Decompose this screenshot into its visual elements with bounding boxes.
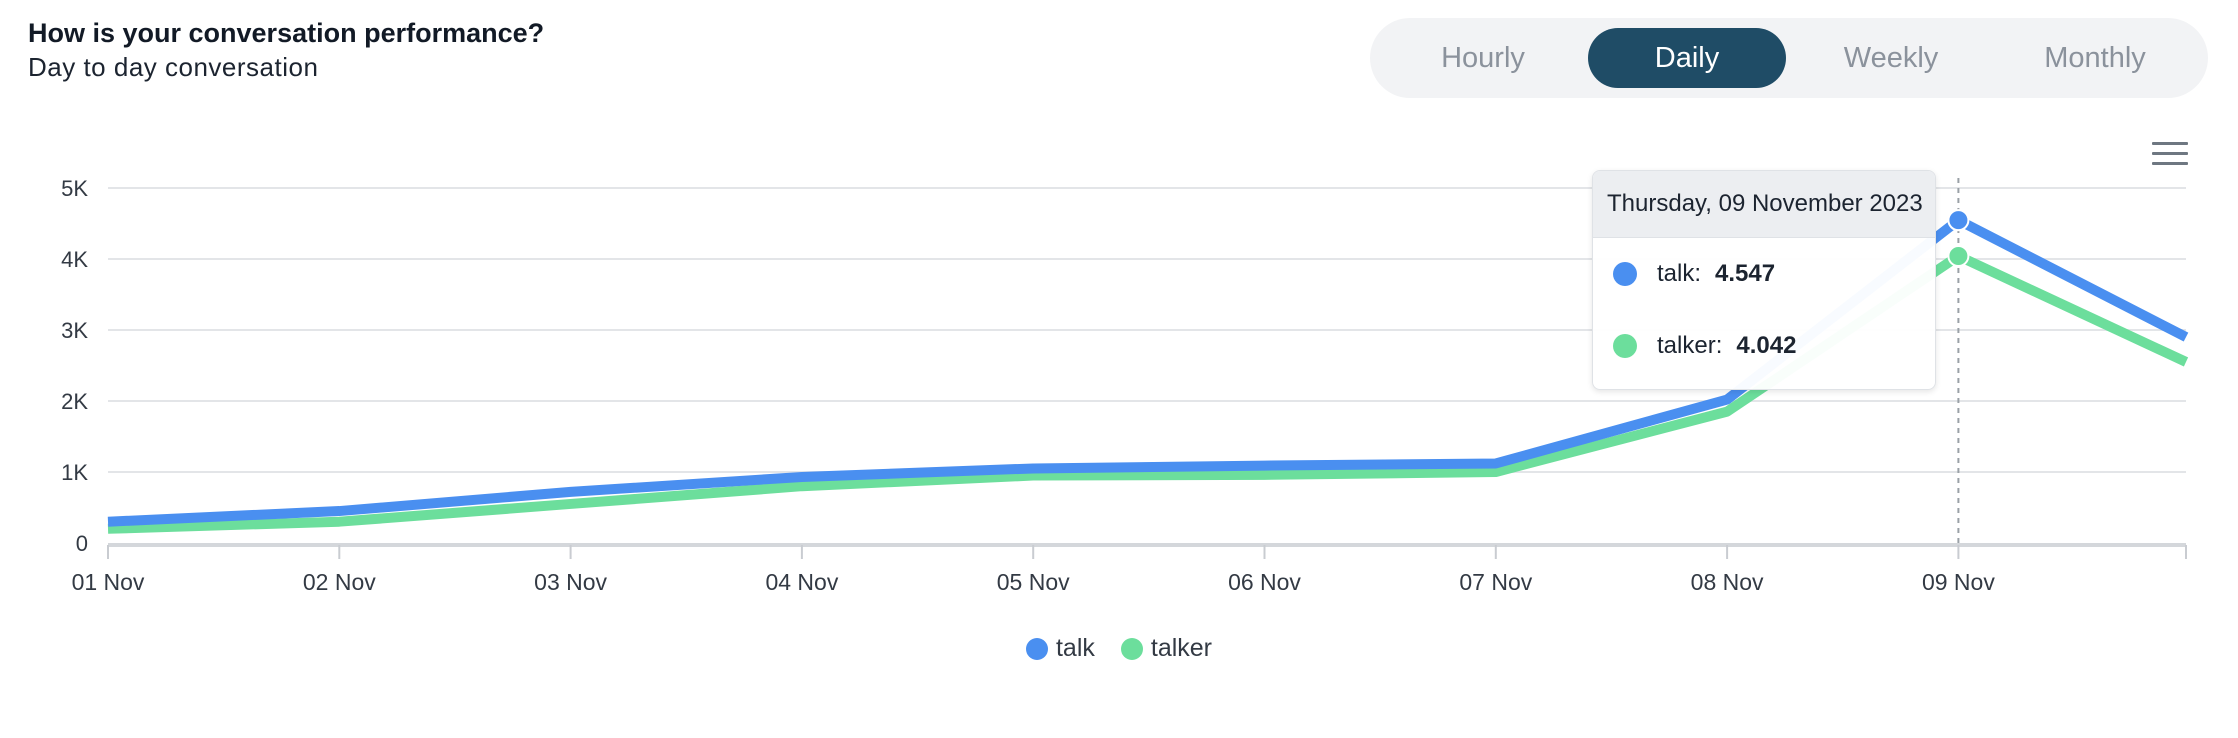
x-tick-label: 03 Nov <box>534 569 607 595</box>
tooltip-date: Thursday, 09 November 2023 <box>1593 171 1935 238</box>
chart-subtitle: Day to day conversation <box>28 52 319 82</box>
legend-label-talk: talk <box>1055 634 1095 662</box>
chart-tooltip: Thursday, 09 November 2023 talk: 4.547 t… <box>1592 170 1936 390</box>
chart-title: How is your conversation performance? <box>28 18 545 48</box>
hamburger-menu-icon[interactable] <box>2152 142 2188 168</box>
data-point-talker-09-nov[interactable] <box>1947 245 1970 268</box>
x-tick-label: 07 Nov <box>1459 569 1532 595</box>
x-tick-label: 01 Nov <box>72 569 145 595</box>
tooltip-row-talk: talk: 4.547 <box>1593 238 1935 310</box>
legend-item-talker[interactable]: talker <box>1120 634 1213 663</box>
x-tick-label: 06 Nov <box>1228 569 1301 595</box>
tooltip-name-talker: talker: <box>1657 332 1723 359</box>
tooltip-row-talker: talker: 4.042 <box>1593 310 1935 382</box>
legend-dot-talk-icon <box>1025 637 1048 660</box>
data-point-talk-09-nov[interactable] <box>1947 209 1970 232</box>
x-tick-label: 08 Nov <box>1691 569 1764 595</box>
x-tick-label: 04 Nov <box>765 569 838 595</box>
line-chart: 0 1K 2K 3K 4K 5K 01 Nov 02 Nov 03 Nov 04 Nov 05 No… <box>61 176 2189 595</box>
tooltip-value-talker: 4.042 <box>1736 332 1797 359</box>
y-tick-label: 2K <box>61 389 88 414</box>
y-tick-label: 5K <box>61 176 88 201</box>
toggle-hourly[interactable]: Hourly <box>1384 28 1582 88</box>
toggle-weekly[interactable]: Weekly <box>1792 28 1990 88</box>
tooltip-name-talk: talk: <box>1657 260 1702 287</box>
y-tick-label: 1K <box>61 460 88 485</box>
y-tick-label: 0 <box>76 531 88 556</box>
period-toggle: Hourly Daily Weekly Monthly <box>1370 18 2208 98</box>
x-tick-label: 05 Nov <box>997 569 1070 595</box>
x-tick-label: 02 Nov <box>303 569 376 595</box>
legend-dot-talker-icon <box>1120 637 1143 660</box>
y-tick-label: 3K <box>61 318 88 343</box>
chart-legend: talk talker <box>0 634 2238 663</box>
legend-label-talker: talker <box>1150 634 1213 662</box>
toggle-daily[interactable]: Daily <box>1588 28 1786 88</box>
toggle-monthly[interactable]: Monthly <box>1996 28 2194 88</box>
x-tick-label: 09 Nov <box>1922 569 1995 595</box>
legend-item-talk[interactable]: talk <box>1025 634 1095 663</box>
tooltip-value-talk: 4.547 <box>1715 260 1776 287</box>
tooltip-dot-talker-icon <box>1613 334 1637 358</box>
y-tick-label: 4K <box>61 247 88 272</box>
tooltip-dot-talk-icon <box>1613 262 1637 286</box>
